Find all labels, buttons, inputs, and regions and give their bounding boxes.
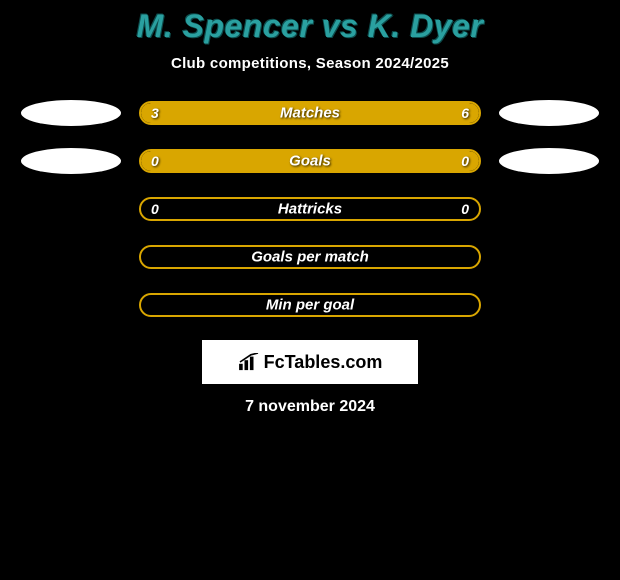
logo: FcTables.com <box>238 352 383 373</box>
bar-chart-icon <box>238 353 260 371</box>
player-right-ellipse <box>499 100 599 126</box>
comparison-card: M. Spencer vs K. Dyer Club competitions,… <box>0 0 620 416</box>
player-left-ellipse <box>21 148 121 174</box>
stat-value-left: 0 <box>151 153 159 169</box>
stat-bar: Goals per match <box>139 245 481 269</box>
date-line: 7 november 2024 <box>0 398 620 416</box>
stat-row: Goals per match <box>0 244 620 270</box>
stat-bar: 0 0 Hattricks <box>139 197 481 221</box>
stat-bar: 3 6 Matches <box>139 101 481 125</box>
stat-value-left: 0 <box>151 201 159 217</box>
stat-label: Goals per match <box>251 249 369 266</box>
stat-value-right: 0 <box>461 201 469 217</box>
stat-bar: 0 0 Goals <box>139 149 481 173</box>
stat-row: 3 6 Matches <box>0 100 620 126</box>
stat-label: Min per goal <box>266 297 354 314</box>
bar-fill-left <box>141 151 310 171</box>
page-title: M. Spencer vs K. Dyer <box>0 8 620 45</box>
stat-label: Hattricks <box>278 201 342 218</box>
logo-box[interactable]: FcTables.com <box>202 340 418 384</box>
subtitle: Club competitions, Season 2024/2025 <box>0 55 620 72</box>
stat-row: Min per goal <box>0 292 620 318</box>
stat-bar: Min per goal <box>139 293 481 317</box>
stat-value-right: 0 <box>461 153 469 169</box>
player-left-ellipse <box>21 100 121 126</box>
stat-label: Goals <box>289 153 331 170</box>
stat-row: 0 0 Goals <box>0 148 620 174</box>
player-right-ellipse <box>499 148 599 174</box>
stat-value-right: 6 <box>461 105 469 121</box>
stat-rows: 3 6 Matches 0 0 Goals 0 0 Hattricks Goals per mat… <box>0 100 620 318</box>
stat-label: Matches <box>280 105 340 122</box>
stat-row: 0 0 Hattricks <box>0 196 620 222</box>
logo-text: FcTables.com <box>264 352 383 373</box>
stat-value-left: 3 <box>151 105 159 121</box>
bar-fill-right <box>310 151 479 171</box>
